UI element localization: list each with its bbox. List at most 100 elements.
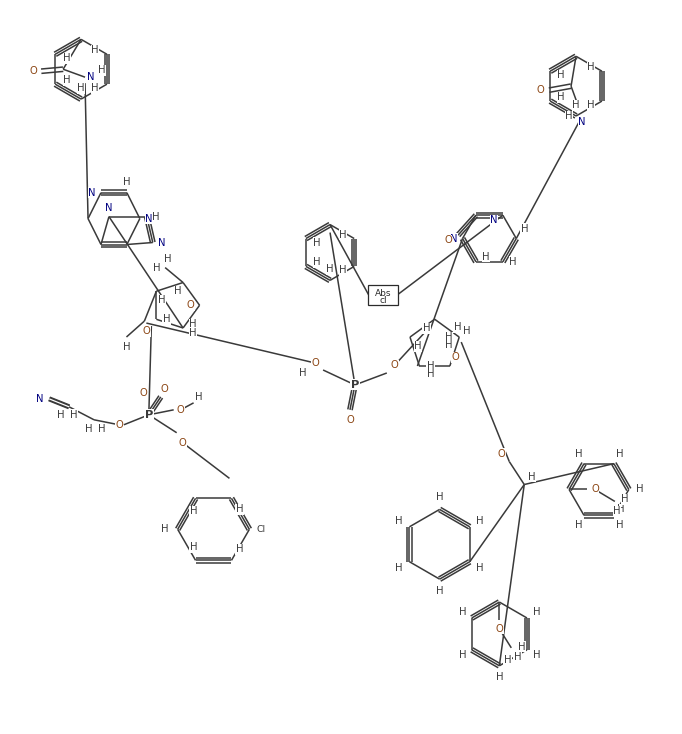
Text: H: H bbox=[533, 608, 540, 617]
Text: O: O bbox=[536, 85, 544, 95]
Text: H: H bbox=[518, 642, 525, 652]
Text: H: H bbox=[477, 563, 484, 573]
Text: H: H bbox=[575, 449, 582, 459]
Text: H: H bbox=[617, 504, 625, 515]
Text: H: H bbox=[557, 70, 565, 80]
Text: N: N bbox=[105, 203, 113, 213]
Text: H: H bbox=[190, 542, 197, 553]
Text: H: H bbox=[70, 410, 78, 420]
Text: H: H bbox=[190, 506, 197, 516]
Text: H: H bbox=[575, 520, 582, 530]
Text: H: H bbox=[153, 263, 161, 272]
Text: N: N bbox=[88, 188, 95, 197]
Text: O: O bbox=[444, 235, 452, 245]
Text: P: P bbox=[145, 410, 153, 420]
Text: H: H bbox=[636, 484, 644, 495]
Text: O: O bbox=[391, 360, 399, 370]
Text: H: H bbox=[458, 608, 466, 617]
Text: N: N bbox=[578, 117, 586, 127]
Text: H: H bbox=[299, 368, 307, 378]
Text: H: H bbox=[195, 392, 203, 402]
Text: H: H bbox=[482, 252, 490, 262]
Text: O: O bbox=[346, 415, 354, 425]
Text: O: O bbox=[143, 326, 150, 336]
Text: H: H bbox=[158, 295, 165, 305]
Text: O: O bbox=[115, 420, 123, 430]
Text: N: N bbox=[490, 215, 498, 225]
Text: H: H bbox=[123, 342, 130, 352]
Text: N: N bbox=[158, 238, 166, 247]
Text: H: H bbox=[613, 506, 621, 517]
Text: H: H bbox=[414, 341, 421, 351]
Text: O: O bbox=[140, 388, 148, 398]
Text: H: H bbox=[427, 361, 434, 371]
Text: O: O bbox=[29, 66, 37, 76]
Text: H: H bbox=[162, 314, 170, 324]
Text: H: H bbox=[98, 65, 106, 75]
Text: H: H bbox=[190, 319, 197, 329]
Text: H: H bbox=[85, 424, 93, 434]
Text: O: O bbox=[311, 358, 319, 368]
Text: N: N bbox=[36, 394, 44, 404]
Text: H: H bbox=[509, 257, 516, 267]
Text: H: H bbox=[98, 424, 106, 434]
Text: H: H bbox=[533, 650, 540, 661]
Text: H: H bbox=[91, 46, 99, 55]
Text: H: H bbox=[63, 75, 71, 85]
Text: H: H bbox=[236, 504, 243, 515]
Text: H: H bbox=[572, 100, 580, 110]
Text: H: H bbox=[621, 495, 629, 504]
Text: O: O bbox=[497, 448, 505, 459]
Text: O: O bbox=[496, 624, 503, 634]
Text: H: H bbox=[616, 449, 623, 459]
Text: H: H bbox=[63, 54, 71, 63]
Text: cl: cl bbox=[379, 296, 387, 305]
Text: H: H bbox=[496, 672, 503, 682]
Text: H: H bbox=[520, 224, 528, 233]
FancyBboxPatch shape bbox=[368, 286, 398, 305]
Text: H: H bbox=[91, 83, 99, 93]
Text: H: H bbox=[427, 369, 434, 379]
Text: H: H bbox=[436, 493, 443, 503]
Text: H: H bbox=[161, 524, 168, 534]
Text: H: H bbox=[529, 471, 536, 482]
Text: H: H bbox=[190, 328, 197, 338]
Text: O: O bbox=[452, 352, 460, 362]
Text: O: O bbox=[177, 405, 185, 415]
Text: N: N bbox=[145, 214, 153, 224]
Text: H: H bbox=[445, 340, 452, 350]
Text: H: H bbox=[175, 286, 182, 297]
Text: N: N bbox=[87, 72, 95, 82]
Text: H: H bbox=[164, 254, 172, 264]
Text: H: H bbox=[514, 652, 521, 662]
Text: H: H bbox=[326, 264, 333, 275]
Text: H: H bbox=[454, 322, 461, 332]
Text: H: H bbox=[423, 323, 430, 333]
Text: Cl: Cl bbox=[256, 525, 266, 534]
Text: H: H bbox=[340, 266, 347, 275]
Text: O: O bbox=[591, 484, 599, 495]
Text: H: H bbox=[445, 332, 452, 342]
Text: P: P bbox=[351, 380, 359, 390]
Text: Abs: Abs bbox=[374, 288, 391, 298]
Text: H: H bbox=[57, 410, 65, 420]
Text: H: H bbox=[477, 516, 484, 526]
Text: O: O bbox=[161, 384, 168, 394]
Text: H: H bbox=[587, 100, 595, 110]
Text: H: H bbox=[396, 516, 403, 526]
Text: O: O bbox=[187, 300, 194, 310]
Text: H: H bbox=[313, 238, 321, 247]
Text: H: H bbox=[616, 520, 623, 530]
Text: H: H bbox=[123, 177, 131, 186]
Text: H: H bbox=[396, 563, 403, 573]
Text: H: H bbox=[313, 258, 321, 267]
Text: H: H bbox=[340, 230, 347, 239]
Text: H: H bbox=[565, 111, 573, 121]
Text: H: H bbox=[587, 62, 595, 72]
Text: H: H bbox=[557, 92, 565, 102]
Text: N: N bbox=[450, 233, 458, 244]
Text: O: O bbox=[179, 437, 186, 448]
Text: H: H bbox=[503, 655, 511, 665]
Text: H: H bbox=[77, 83, 85, 93]
Text: H: H bbox=[458, 650, 466, 661]
